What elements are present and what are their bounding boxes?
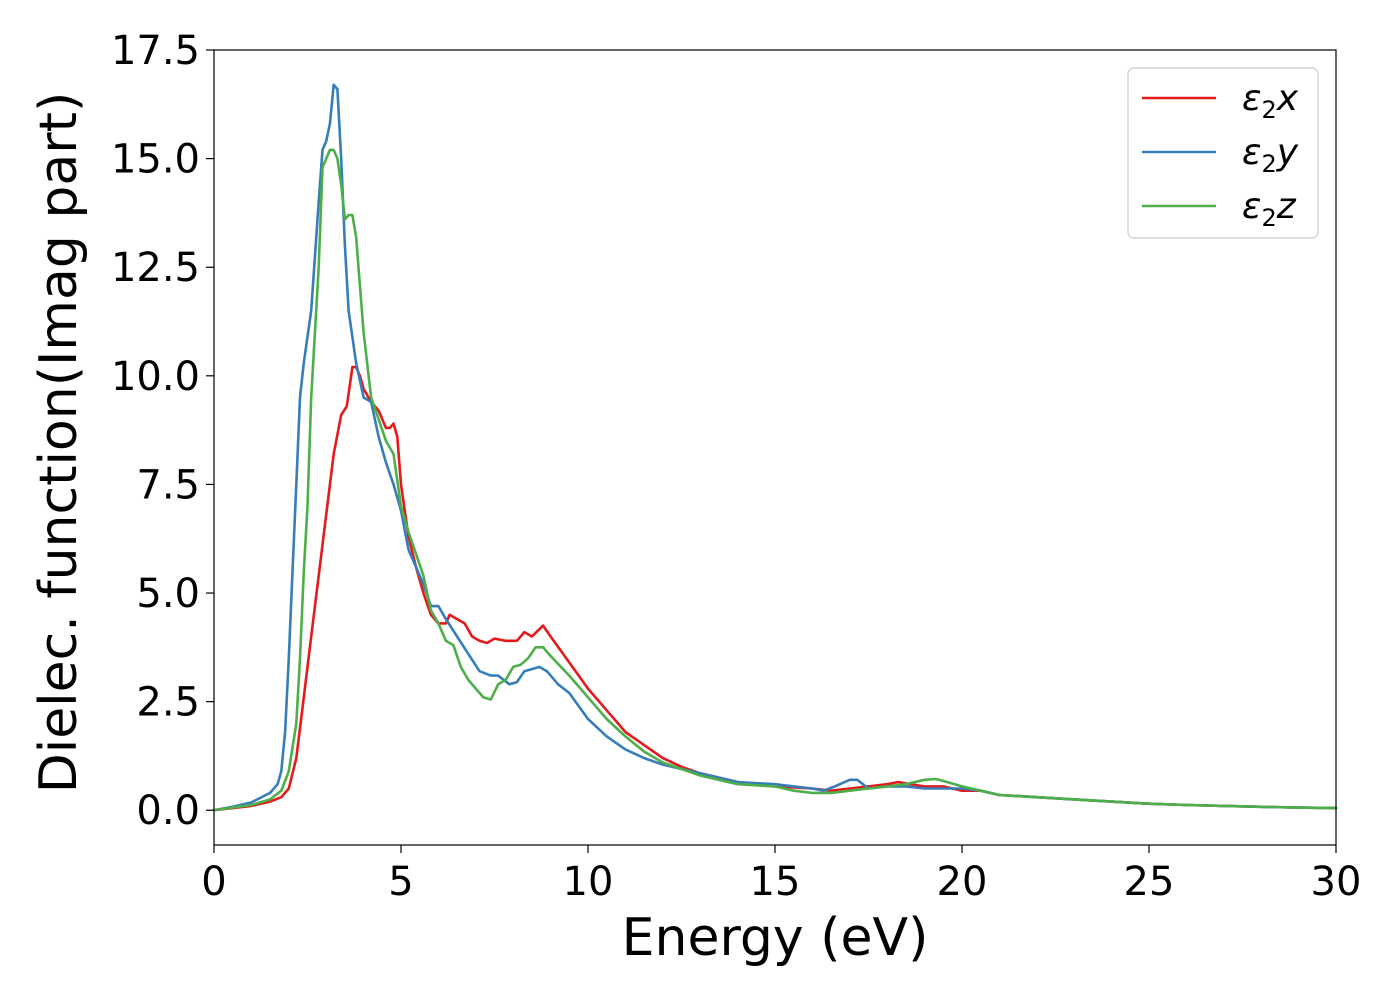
series-line-z [212,148,1338,812]
x-axis-ticks: 0 5 10 15 20 25 30 [201,845,1361,905]
legend-symbol: ε [1242,186,1261,227]
legend-component: z [1276,186,1297,227]
y-tick-label: 5.0 [136,571,200,617]
x-tick-label: 15 [750,859,801,905]
series-layer [212,83,1338,812]
legend-subscript: 2 [1261,150,1276,178]
y-tick-label: 2.5 [136,680,200,726]
y-tick-label: 0.0 [136,788,200,834]
legend-symbol: ε [1242,78,1261,119]
y-tick-label: 10.0 [111,354,200,400]
legend-entry-x: ε2x [1242,78,1299,124]
y-tick-label: 12.5 [111,245,200,291]
y-tick-label: 15.0 [111,137,200,183]
legend-component: x [1276,78,1299,119]
y-tick-label: 17.5 [111,28,200,74]
legend-entry-z: ε2z [1242,186,1297,232]
legend-subscript: 2 [1261,204,1276,232]
y-axis-ticks: 0.0 2.5 5.0 7.5 10.0 12.5 15.0 17.5 [111,28,214,834]
x-tick-label: 25 [1124,859,1175,905]
legend-symbol: ε [1242,132,1261,173]
y-tick-label: 7.5 [136,462,200,508]
legend-component: y [1276,132,1299,173]
x-tick-label: 20 [937,859,988,905]
x-tick-label: 10 [563,859,614,905]
x-tick-label: 30 [1311,859,1362,905]
x-axis-title: Energy (eV) [622,908,929,968]
x-tick-label: 0 [201,859,226,905]
series-line-x [212,365,1338,812]
x-tick-label: 5 [388,859,413,905]
series-line-y [212,83,1338,812]
y-axis-title: Dielec. function(Imag part) [29,92,89,794]
legend-entry-y: ε2y [1242,132,1299,178]
legend-box [1127,67,1319,239]
legend-subscript: 2 [1261,96,1276,124]
